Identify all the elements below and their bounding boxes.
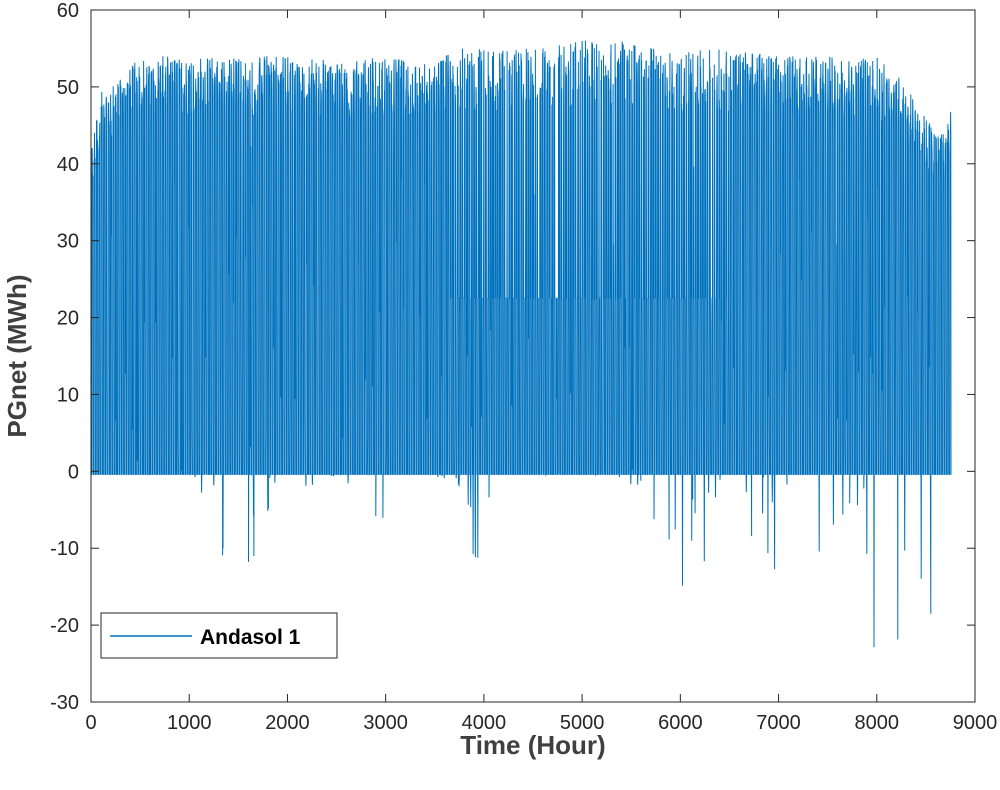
y-tick-label: -30 xyxy=(50,692,79,714)
x-tick-label: 0 xyxy=(85,712,96,734)
y-tick-label: 30 xyxy=(57,231,79,253)
x-axis-label: Time (Hour) xyxy=(460,730,605,760)
x-tick-label: 4000 xyxy=(462,712,507,734)
x-tick-label: 9000 xyxy=(953,712,998,734)
legend-label-andasol-1: Andasol 1 xyxy=(200,626,301,649)
y-tick-label: 20 xyxy=(57,308,79,330)
y-tick-label: -20 xyxy=(50,615,79,637)
y-tick-label: -10 xyxy=(50,538,79,560)
series-andasol-1 xyxy=(91,40,952,648)
plot-area xyxy=(90,9,976,703)
axes-box xyxy=(90,9,976,703)
series-line-andasol-1 xyxy=(91,40,952,648)
x-tick-label: 5000 xyxy=(560,712,605,734)
x-tick-label: 7000 xyxy=(756,712,801,734)
y-tick-label: 40 xyxy=(57,154,79,176)
y-tick-label: 60 xyxy=(57,0,79,22)
x-tick-label: 3000 xyxy=(363,712,408,734)
x-tick-label: 8000 xyxy=(855,712,900,734)
y-axis-label: PGnet (MWh) xyxy=(2,274,32,437)
y-tick-label: 0 xyxy=(68,461,79,483)
y-axis-ticks: -30 -20 -10 0 10 20 30 40 50 60 xyxy=(50,0,975,714)
x-tick-label: 1000 xyxy=(167,712,212,734)
x-tick-label: 2000 xyxy=(265,712,310,734)
y-tick-label: 50 xyxy=(57,77,79,99)
y-tick-label: 10 xyxy=(57,384,79,406)
x-tick-label: 6000 xyxy=(658,712,703,734)
legend: Andasol 1 xyxy=(100,612,338,659)
x-axis-ticks: 0 1000 2000 3000 4000 5000 6000 7000 8000 9000 xyxy=(85,10,997,734)
